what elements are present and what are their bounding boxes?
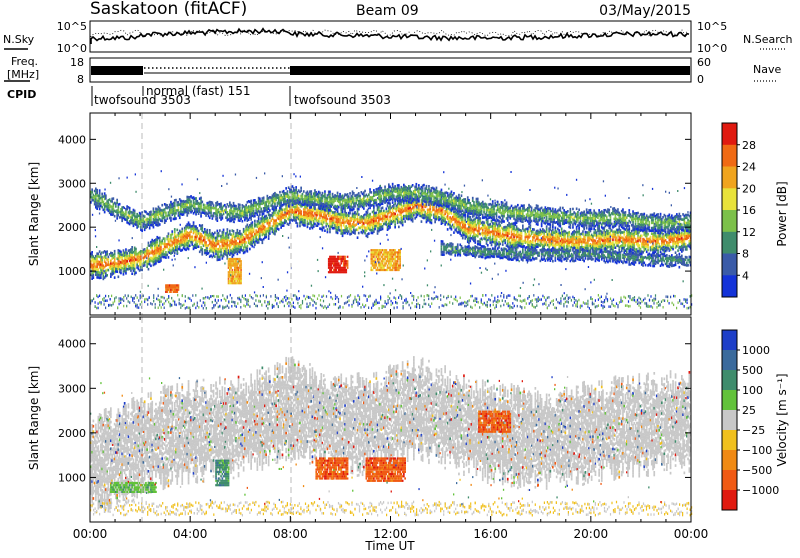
velocity-colorbar-tick: −1000 (742, 484, 779, 497)
power-ylabel: Slant Range [km] (27, 162, 41, 266)
velocity-colorbar-swatch (722, 370, 737, 390)
cpid-segment-3: twofsound 3503 (294, 93, 391, 107)
velocity-xtick-label: 00:00 (73, 527, 108, 541)
freq-block-left (91, 66, 143, 75)
velocity-ytick-label: 2000 (58, 427, 86, 440)
nave-label: Nave (753, 63, 781, 76)
velocity-xlabel: Time UT (364, 539, 415, 553)
nsky-label: N.Sky (3, 33, 35, 46)
power-colorbar-swatch (722, 145, 737, 167)
power-ytick-label: 1000 (58, 265, 86, 278)
velocity-colorbar-swatch (722, 430, 737, 450)
nsearch-label: N.Search (743, 33, 793, 46)
nave-tick-top: 60 (697, 56, 711, 69)
velocity-colorbar-tick: 500 (742, 364, 763, 377)
power-patch-2 (228, 258, 242, 284)
velocity-colorbar-tick: −25 (742, 424, 765, 437)
velocity-ytick-label: 4000 (58, 338, 86, 351)
power-colorbar-swatch (722, 188, 737, 210)
velocity-xtick-label: 04:00 (173, 527, 208, 541)
velocity-colorbar-label: Velocity [m s⁻¹] (775, 373, 789, 466)
velocity-xtick-label: 20:00 (574, 527, 609, 541)
power-colorbar-swatch (722, 275, 737, 297)
velocity-colorbar-tick: 1000 (742, 344, 770, 357)
velocity-colorbar-swatch (722, 410, 737, 430)
velocity-ytick-label: 3000 (58, 382, 86, 395)
power-colorbar-tick: 12 (742, 226, 756, 239)
velocity-colorbar: 1000 500 100 25 −25 −100 −500 −1000 Velocity [m… (722, 330, 789, 510)
velocity-patch-1 (366, 457, 407, 482)
nsearch-tick-bottom: 10^0 (697, 42, 727, 55)
power-colorbar-swatch (722, 167, 737, 189)
power-ytick-label: 2000 (58, 221, 86, 234)
power-colorbar-tick: 4 (742, 269, 749, 282)
nsearch-tick-top: 10^5 (697, 20, 727, 33)
cpid-segment-2: normal (fast) 151 (146, 84, 250, 98)
freq-panel: Freq. [MHz] 18 8 60 0 Nave (4, 55, 781, 86)
velocity-colorbar-swatch (722, 350, 737, 370)
power-colorbar-tick: 24 (742, 161, 756, 174)
power-patch-0 (328, 256, 349, 274)
power-ytick-label: 4000 (58, 133, 86, 146)
power-colorbar-tick: 20 (742, 182, 756, 195)
velocity-colorbar-swatch (722, 330, 737, 350)
velocity-colorbar-swatch (722, 390, 737, 410)
nsky-tick-top: 10^5 (57, 20, 87, 33)
velocity-xtick-label: 16:00 (473, 527, 508, 541)
power-colorbar: 4 8 12 16 20 24 28 Power [dB] (722, 123, 789, 297)
power-colorbar-swatch (722, 210, 737, 232)
cpid-row: CPID twofsound 3503 normal (fast) 151 tw… (7, 84, 391, 107)
power-colorbar-swatch (722, 232, 737, 254)
velocity-colorbar-tick: 25 (742, 404, 756, 417)
cpid-label: CPID (7, 88, 36, 101)
velocity-colorbar-swatch (722, 490, 737, 510)
station-title: Saskatoon (fitACF) (90, 0, 247, 19)
power-ytick-label: 3000 (58, 177, 86, 190)
power-colorbar-label: Power [dB] (775, 181, 789, 246)
freq-tick-top: 18 (70, 56, 84, 69)
velocity-colorbar-tick: 100 (742, 384, 763, 397)
date-title: 03/May/2015 (599, 3, 691, 19)
velocity-ytick-label: 1000 (58, 471, 86, 484)
velocity-colorbar-swatch (722, 470, 737, 490)
nsky-panel: N.Sky 10^5 10^0 10^5 10^0 N.Search (3, 20, 793, 55)
power-panel: 1000 2000 3000 4000 Slant Range [km] (27, 113, 692, 315)
nave-tick-bottom: 0 (697, 73, 704, 86)
velocity-colorbar-tick: −100 (742, 444, 772, 457)
velocity-patch-0 (315, 457, 348, 479)
freq-label-2: [MHz] (7, 68, 39, 81)
power-colorbar-tick: 8 (742, 248, 749, 261)
power-colorbar-swatch (722, 254, 737, 276)
nsky-tick-bottom: 10^0 (57, 42, 87, 55)
velocity-xtick-label: 08:00 (273, 527, 308, 541)
velocity-colorbar-tick: −500 (742, 464, 772, 477)
freq-block-right (290, 66, 690, 75)
freq-tick-bottom: 8 (77, 73, 84, 86)
velocity-ylabel: Slant Range [km] (27, 366, 41, 470)
velocity-colorbar-swatch (722, 450, 737, 470)
power-colorbar-tick: 16 (742, 204, 756, 217)
power-colorbar-swatch (722, 123, 737, 145)
velocity-xtick-label: 00:00 (674, 527, 709, 541)
power-colorbar-tick: 28 (742, 139, 756, 152)
nsky-line (91, 29, 689, 44)
beam-title: Beam 09 (356, 3, 419, 19)
freq-label-1: Freq. (11, 55, 38, 68)
